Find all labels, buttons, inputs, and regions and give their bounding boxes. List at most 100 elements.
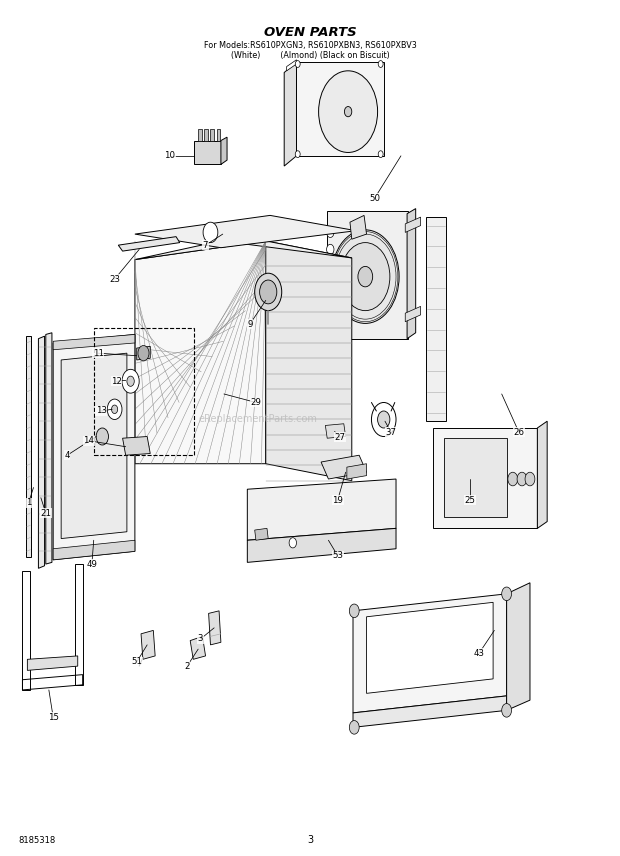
Circle shape [295, 151, 300, 158]
Polygon shape [208, 611, 221, 645]
Circle shape [378, 61, 383, 68]
Polygon shape [321, 455, 366, 479]
Circle shape [378, 411, 390, 428]
Circle shape [138, 346, 149, 361]
Text: 4: 4 [64, 451, 70, 460]
Polygon shape [296, 62, 384, 156]
Text: For Models:RS610PXGN3, RS610PXBN3, RS610PXBV3: For Models:RS610PXGN3, RS610PXBN3, RS610… [203, 41, 417, 50]
Circle shape [502, 704, 512, 717]
Text: OVEN PARTS: OVEN PARTS [264, 26, 356, 39]
Text: 10: 10 [164, 152, 175, 160]
Circle shape [349, 721, 359, 734]
Polygon shape [350, 216, 366, 239]
Text: 7: 7 [203, 241, 208, 250]
Polygon shape [26, 336, 31, 557]
Polygon shape [27, 656, 78, 670]
Text: 13: 13 [95, 407, 107, 415]
Polygon shape [205, 128, 208, 140]
Text: 49: 49 [86, 560, 97, 568]
Polygon shape [61, 354, 127, 538]
Circle shape [127, 376, 135, 386]
Circle shape [327, 312, 334, 323]
Text: 29: 29 [250, 398, 262, 407]
Circle shape [327, 228, 334, 237]
Text: 51: 51 [131, 657, 142, 666]
Text: 14: 14 [83, 437, 94, 445]
Polygon shape [538, 421, 547, 528]
Text: (White)        (Almond) (Black on Biscuit): (White) (Almond) (Black on Biscuit) [231, 51, 389, 60]
Polygon shape [247, 479, 396, 540]
Circle shape [344, 106, 352, 116]
Polygon shape [123, 437, 150, 455]
Circle shape [107, 399, 122, 419]
Polygon shape [221, 137, 227, 164]
Polygon shape [46, 333, 52, 564]
Polygon shape [53, 335, 135, 560]
Polygon shape [135, 241, 352, 259]
Circle shape [255, 273, 281, 311]
Text: 27: 27 [335, 433, 345, 442]
Polygon shape [247, 528, 396, 562]
Text: 26: 26 [513, 428, 525, 437]
Text: 1: 1 [26, 498, 32, 508]
Circle shape [371, 402, 396, 437]
Circle shape [289, 538, 296, 548]
Polygon shape [137, 347, 150, 360]
Circle shape [525, 473, 535, 486]
Circle shape [332, 230, 399, 324]
Polygon shape [266, 241, 352, 481]
Polygon shape [507, 583, 530, 710]
Text: 19: 19 [332, 496, 343, 505]
Circle shape [96, 428, 108, 445]
Text: 25: 25 [464, 496, 476, 505]
Text: 3: 3 [307, 835, 313, 846]
Text: eReplacementParts.com: eReplacementParts.com [198, 414, 317, 425]
Polygon shape [198, 128, 202, 140]
Circle shape [203, 223, 218, 242]
Circle shape [327, 295, 334, 306]
Polygon shape [135, 241, 266, 464]
Circle shape [349, 604, 359, 618]
Text: 50: 50 [369, 193, 380, 203]
Polygon shape [53, 540, 135, 560]
Circle shape [260, 280, 277, 304]
Polygon shape [347, 464, 366, 479]
Polygon shape [366, 603, 493, 693]
Polygon shape [407, 209, 415, 339]
Polygon shape [425, 217, 446, 421]
Circle shape [378, 151, 383, 158]
Polygon shape [195, 140, 221, 164]
Polygon shape [327, 211, 409, 339]
Polygon shape [286, 60, 296, 71]
Polygon shape [284, 62, 296, 166]
Circle shape [358, 266, 373, 287]
Circle shape [319, 71, 378, 152]
Text: 8185318: 8185318 [18, 836, 55, 845]
Text: 15: 15 [48, 713, 59, 722]
Circle shape [502, 587, 512, 601]
Text: 53: 53 [332, 551, 343, 560]
Polygon shape [433, 428, 538, 528]
Polygon shape [255, 528, 268, 540]
Text: 37: 37 [386, 428, 397, 437]
Polygon shape [118, 236, 180, 251]
Polygon shape [38, 336, 45, 568]
Circle shape [295, 61, 300, 68]
Text: 12: 12 [111, 377, 122, 386]
Text: 43: 43 [474, 649, 484, 658]
Text: 21: 21 [40, 508, 51, 518]
Circle shape [122, 369, 139, 393]
Text: 3: 3 [198, 634, 203, 644]
Polygon shape [135, 216, 356, 247]
Text: 23: 23 [109, 275, 120, 283]
Polygon shape [326, 424, 345, 438]
Circle shape [327, 278, 334, 288]
Circle shape [341, 242, 390, 311]
Circle shape [327, 261, 334, 271]
Polygon shape [444, 438, 507, 517]
Polygon shape [353, 696, 507, 728]
Polygon shape [53, 335, 135, 350]
Circle shape [327, 244, 334, 254]
Circle shape [517, 473, 527, 486]
Text: 11: 11 [92, 348, 104, 358]
